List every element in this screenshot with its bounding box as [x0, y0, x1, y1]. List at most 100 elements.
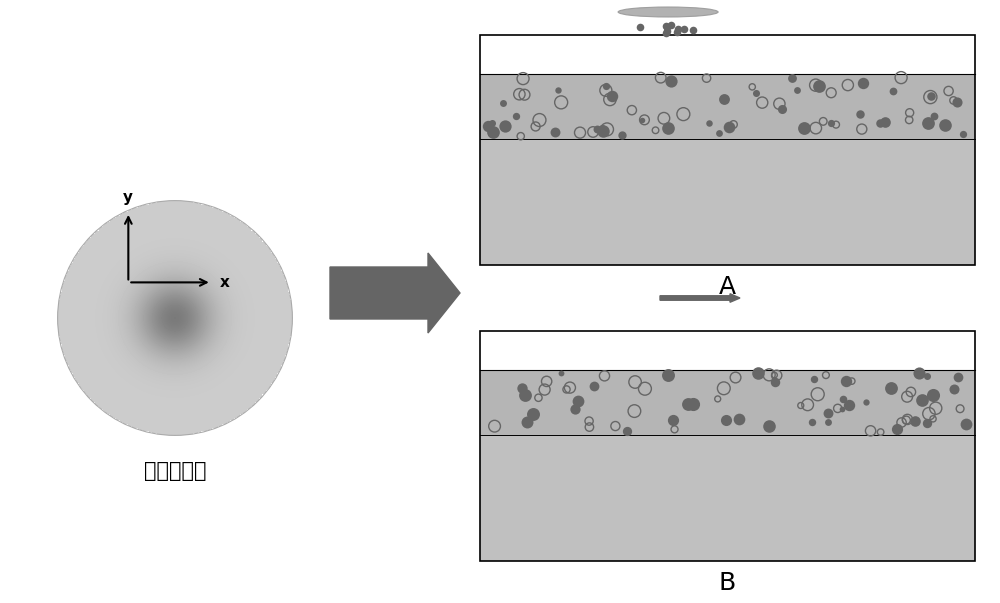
Point [784, 73, 800, 83]
Point [754, 98, 770, 107]
Point [840, 80, 856, 90]
Point [899, 415, 915, 425]
Point [872, 118, 888, 128]
Bar [480, 331, 975, 370]
Point [922, 92, 938, 102]
Point [550, 86, 566, 95]
Point [923, 91, 939, 101]
Point [761, 370, 777, 380]
Point [810, 390, 826, 399]
Point [911, 368, 927, 377]
Point [665, 415, 681, 425]
Point [619, 426, 635, 436]
Point [744, 82, 760, 92]
Point [528, 122, 544, 131]
Point [863, 426, 879, 435]
Point [750, 368, 766, 378]
Point [945, 96, 961, 106]
Point [820, 408, 836, 417]
Point [602, 95, 618, 104]
Point [525, 409, 541, 418]
Point [716, 94, 732, 104]
Point [627, 377, 643, 387]
Point [519, 417, 535, 426]
Point [718, 415, 734, 425]
Point [553, 368, 569, 377]
Point [808, 123, 824, 133]
Point [660, 370, 676, 379]
Point [484, 118, 500, 127]
Point [767, 377, 783, 387]
Point [852, 109, 868, 119]
Point [511, 89, 527, 99]
Point [855, 78, 871, 88]
Point [844, 376, 860, 386]
Point [928, 403, 944, 413]
Point [487, 421, 503, 431]
Point [530, 393, 546, 403]
Point [653, 73, 669, 83]
Point [858, 397, 874, 406]
Point [925, 414, 941, 424]
Point [958, 418, 974, 428]
Point [771, 99, 787, 109]
Point [595, 126, 611, 136]
Point [901, 115, 917, 125]
Point [658, 21, 674, 31]
Point [823, 118, 839, 128]
Point [547, 127, 563, 137]
Point [950, 373, 966, 382]
Point [949, 98, 965, 107]
Point [562, 383, 578, 393]
Point [539, 376, 555, 386]
Point [820, 417, 836, 426]
Point [634, 116, 650, 125]
Point [926, 111, 942, 121]
Bar [480, 35, 975, 74]
Point [599, 125, 615, 134]
Point [902, 108, 918, 118]
Point [480, 121, 496, 131]
Point [725, 119, 741, 129]
Point [893, 73, 909, 83]
Point [581, 416, 597, 426]
Point [769, 370, 785, 380]
Point [899, 392, 915, 402]
Point [658, 28, 674, 38]
Bar [480, 74, 975, 139]
Point [818, 370, 834, 380]
Point [581, 422, 597, 432]
Point [514, 384, 530, 393]
Point [793, 400, 809, 410]
Point [675, 109, 691, 119]
Point [497, 121, 513, 131]
Point [889, 424, 905, 434]
Point [656, 113, 672, 123]
Bar [480, 139, 975, 265]
Point [604, 91, 620, 101]
Point [903, 387, 919, 397]
Point [513, 131, 529, 141]
Point [632, 22, 648, 31]
Point [659, 22, 675, 31]
Point [838, 376, 854, 386]
Point [823, 88, 839, 98]
Point [834, 404, 850, 414]
Text: 测量俦视图: 测量俦视图 [144, 461, 206, 481]
Point [796, 123, 812, 133]
Point [804, 417, 820, 427]
Bar [480, 370, 975, 435]
Point [711, 128, 727, 137]
Point [937, 120, 953, 130]
Point [701, 118, 717, 128]
Point [800, 400, 816, 409]
Point [710, 394, 726, 404]
Point [941, 86, 957, 96]
Point [830, 403, 846, 413]
Point [919, 371, 935, 380]
Point [898, 415, 914, 425]
Point [567, 404, 583, 414]
Point [596, 371, 612, 380]
Point [508, 112, 524, 121]
Point [952, 404, 968, 414]
